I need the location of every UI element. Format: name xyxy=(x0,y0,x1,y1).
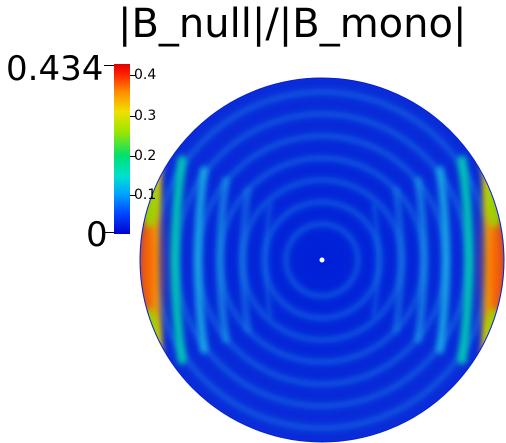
colorbar-max-tick xyxy=(104,65,114,66)
colorbar-tick-label: 0.2 xyxy=(134,148,157,164)
colorbar-tick xyxy=(130,116,136,117)
center-marker xyxy=(319,257,325,263)
disk-boundary xyxy=(139,77,505,443)
colorbar-tick xyxy=(130,75,136,76)
colorbar-tick-label: 0.1 xyxy=(134,187,157,203)
colorbar xyxy=(114,64,130,234)
colorbar-tick xyxy=(130,195,136,196)
plot-title: |B_null|/|B_mono| xyxy=(118,1,467,47)
colorbar-tick-label: 0.4 xyxy=(134,67,157,83)
colorbar-min-label: 0 xyxy=(86,215,108,255)
colorbar-min-tick xyxy=(104,232,114,233)
colorbar-tick-label: 0.3 xyxy=(134,108,157,124)
colorbar-tick xyxy=(130,156,136,157)
colorbar-max-label: 0.434 xyxy=(6,49,104,89)
